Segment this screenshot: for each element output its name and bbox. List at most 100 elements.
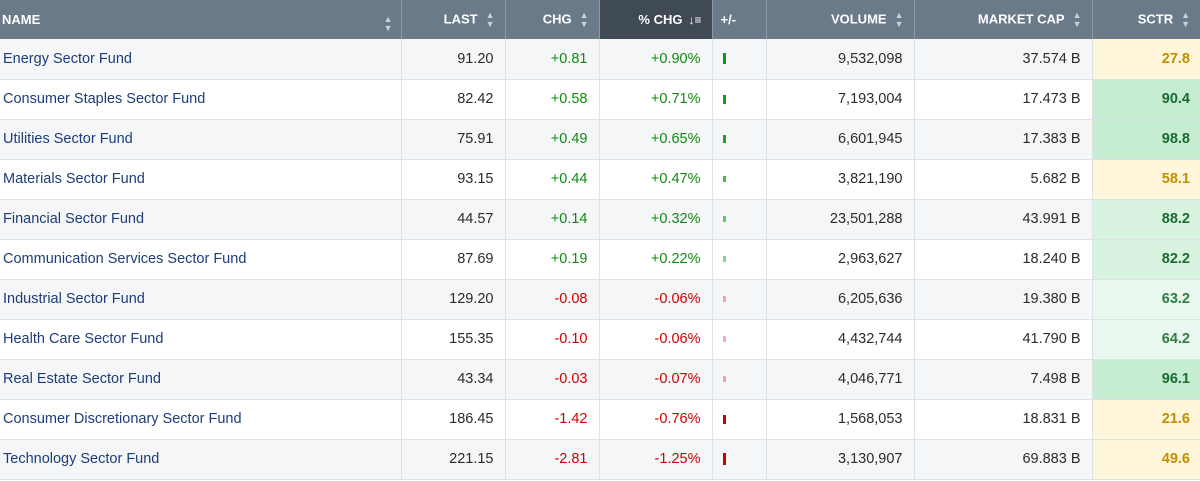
change-value: +0.44 xyxy=(505,159,600,200)
fund-name-link[interactable]: Financial Sector Fund xyxy=(0,199,402,240)
fund-name-link[interactable]: Energy Sector Fund xyxy=(0,39,402,80)
change-value: -0.08 xyxy=(505,279,600,320)
sctr-value: 49.6 xyxy=(1092,439,1200,480)
fund-name-link[interactable]: Communication Services Sector Fund xyxy=(0,239,402,280)
table-row[interactable]: Real Estate Sector Fund 43.34 -0.03 -0.07% 4… xyxy=(0,359,1200,400)
sort-updown-icon[interactable]: ▲ ▼ xyxy=(485,9,495,29)
sort-descending-icon[interactable]: ↓≡ xyxy=(688,13,702,28)
market-cap-value: 69.883 B xyxy=(914,439,1093,480)
fund-name-link[interactable]: Industrial Sector Fund xyxy=(0,279,402,320)
column-header-label: NAME xyxy=(2,12,41,27)
sctr-value: 27.8 xyxy=(1092,39,1200,80)
column-header-pct-chg[interactable]: % CHG ↓≡ xyxy=(599,0,713,39)
column-header-market-cap[interactable]: MARKET CAP ▲ ▼ xyxy=(914,0,1093,39)
volume-value: 1,568,053 xyxy=(766,399,915,440)
column-header-label: MARKET CAP xyxy=(977,10,1065,26)
fund-name-link[interactable]: Technology Sector Fund xyxy=(0,439,402,480)
last-price: 129.20 xyxy=(401,279,506,320)
table-row[interactable]: Technology Sector Fund 221.15 -2.81 -1.25% 3… xyxy=(0,439,1200,480)
change-bar xyxy=(722,135,726,144)
last-price: 93.15 xyxy=(401,159,506,200)
column-header-name[interactable]: NAME ▲ ▼ xyxy=(0,0,402,39)
percent-change: +0.32% xyxy=(599,199,713,240)
fund-name-link[interactable]: Materials Sector Fund xyxy=(0,159,402,200)
volume-value: 3,821,190 xyxy=(766,159,915,200)
change-value: -0.03 xyxy=(505,359,600,400)
table-row[interactable]: Industrial Sector Fund 129.20 -0.08 -0.06% 6… xyxy=(0,279,1200,320)
change-bar-cell xyxy=(712,359,767,400)
change-bar-cell xyxy=(712,159,767,200)
table-row[interactable]: Materials Sector Fund 93.15 +0.44 +0.47% 3,8… xyxy=(0,159,1200,200)
change-value: +0.14 xyxy=(505,199,600,240)
change-bar xyxy=(722,336,726,343)
sctr-value: 90.4 xyxy=(1092,79,1200,120)
change-bar-cell xyxy=(712,439,767,480)
market-cap-value: 18.831 B xyxy=(914,399,1093,440)
percent-change: -0.06% xyxy=(599,319,713,360)
market-cap-value: 17.473 B xyxy=(914,79,1093,120)
volume-value: 4,046,771 xyxy=(766,359,915,400)
change-bar-cell xyxy=(712,79,767,120)
volume-value: 3,130,907 xyxy=(766,439,915,480)
fund-name-link[interactable]: Utilities Sector Fund xyxy=(0,119,402,160)
change-value: -2.81 xyxy=(505,439,600,480)
percent-change: +0.22% xyxy=(599,239,713,280)
percent-change: +0.90% xyxy=(599,39,713,80)
table-row[interactable]: Energy Sector Fund 91.20 +0.81 +0.90% 9,532,… xyxy=(0,39,1200,80)
percent-change: +0.71% xyxy=(599,79,713,120)
table-row[interactable]: Consumer Staples Sector Fund 82.42 +0.58 +0… xyxy=(0,79,1200,120)
change-bar xyxy=(722,453,726,466)
change-value: -1.42 xyxy=(505,399,600,440)
last-price: 82.42 xyxy=(401,79,506,120)
sort-updown-icon[interactable]: ▲ ▼ xyxy=(579,9,589,29)
sort-updown-icon[interactable]: ▲ ▼ xyxy=(894,9,904,29)
sctr-value: 58.1 xyxy=(1092,159,1200,200)
change-value: +0.58 xyxy=(505,79,600,120)
sort-updown-icon[interactable]: ▲ ▼ xyxy=(1181,9,1190,29)
fund-name-link[interactable]: Real Estate Sector Fund xyxy=(0,359,402,400)
table-row[interactable]: Communication Services Sector Fund 87.69 +… xyxy=(0,239,1200,280)
market-cap-value: 41.790 B xyxy=(914,319,1093,360)
change-bar xyxy=(722,94,726,104)
table-body: Energy Sector Fund 91.20 +0.81 +0.90% 9,532,… xyxy=(0,39,1200,480)
column-header-volume[interactable]: VOLUME ▲ ▼ xyxy=(766,0,915,39)
change-bar xyxy=(722,176,726,183)
sctr-value: 63.2 xyxy=(1092,279,1200,320)
column-header-last[interactable]: LAST ▲ ▼ xyxy=(401,0,506,39)
volume-value: 4,432,744 xyxy=(766,319,915,360)
volume-value: 23,501,288 xyxy=(766,199,915,240)
market-cap-value: 18.240 B xyxy=(914,239,1093,280)
fund-name-link[interactable]: Consumer Discretionary Sector Fund xyxy=(0,399,402,440)
last-price: 75.91 xyxy=(401,119,506,160)
change-value: +0.81 xyxy=(505,39,600,80)
column-header-chg[interactable]: CHG ▲ ▼ xyxy=(505,0,600,39)
sctr-value: 82.2 xyxy=(1092,239,1200,280)
change-value: +0.19 xyxy=(505,239,600,280)
sctr-value: 96.1 xyxy=(1092,359,1200,400)
table-header: NAME ▲ ▼ LAST ▲ ▼ CHG ▲ ▼ % CHG ↓≡ +/- VOLUME ▲… xyxy=(0,0,1200,39)
last-price: 186.45 xyxy=(401,399,506,440)
last-price: 155.35 xyxy=(401,319,506,360)
change-bar-cell xyxy=(712,319,767,360)
percent-change: -0.07% xyxy=(599,359,713,400)
change-bar xyxy=(722,256,726,263)
change-bar-cell xyxy=(712,239,767,280)
table-row[interactable]: Health Care Sector Fund 155.35 -0.10 -0.06%… xyxy=(0,319,1200,360)
change-bar xyxy=(722,216,726,223)
column-header-label: LAST xyxy=(443,10,478,26)
fund-name-link[interactable]: Consumer Staples Sector Fund xyxy=(0,79,402,120)
table-row[interactable]: Utilities Sector Fund 75.91 +0.49 +0.65% 6,6… xyxy=(0,119,1200,160)
table-row[interactable]: Financial Sector Fund 44.57 +0.14 +0.32% 23,… xyxy=(0,199,1200,240)
sort-updown-icon[interactable]: ▲ ▼ xyxy=(383,14,393,33)
fund-name-link[interactable]: Health Care Sector Fund xyxy=(0,319,402,360)
change-bar xyxy=(722,296,726,303)
percent-change: +0.47% xyxy=(599,159,713,200)
market-cap-value: 7.498 B xyxy=(914,359,1093,400)
column-header-label: SCTR xyxy=(1137,10,1174,26)
market-cap-value: 5.682 B xyxy=(914,159,1093,200)
change-bar xyxy=(722,53,726,65)
table-row[interactable]: Consumer Discretionary Sector Fund 186.45… xyxy=(0,399,1200,440)
volume-value: 2,963,627 xyxy=(766,239,915,280)
sort-updown-icon[interactable]: ▲ ▼ xyxy=(1072,9,1082,29)
column-header-sctr[interactable]: SCTR ▲ ▼ xyxy=(1092,0,1200,39)
